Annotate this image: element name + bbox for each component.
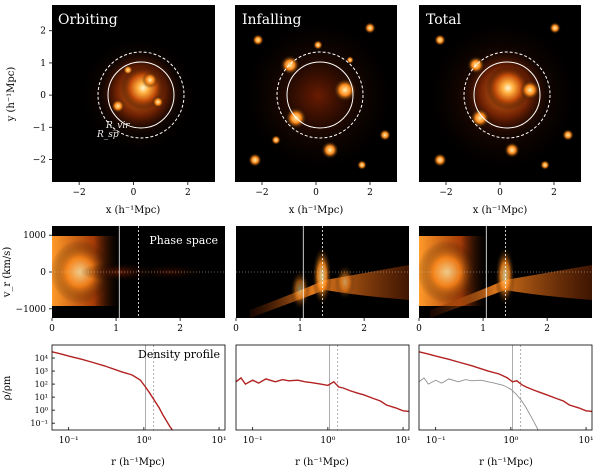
- axis-title-r-infalling: r (h⁻¹Mpc): [295, 457, 349, 468]
- axis-title-r-orbiting: r (h⁻¹Mpc): [111, 457, 165, 468]
- axis-title-x-total: x (h⁻¹Mpc): [473, 205, 528, 216]
- x-tick-label: −2: [255, 188, 268, 198]
- y-tick-label: 10³: [35, 367, 48, 376]
- x-tick-label: 10⁰: [136, 436, 151, 446]
- annotation-rsp: R_sp: [96, 130, 119, 140]
- density-image: [238, 16, 397, 176]
- panel-frame: [418, 344, 593, 431]
- axis-title-y-profile: ρ/ρm: [2, 375, 13, 400]
- y-tick-label: 10⁻¹: [30, 419, 48, 428]
- x-tick-label: 2: [544, 324, 550, 334]
- density-panel-total: Total: [419, 5, 581, 182]
- y-tick-label: 0: [40, 268, 46, 278]
- x-tick-label: 10⁻¹: [243, 436, 263, 446]
- rsp-circle: [97, 51, 185, 139]
- x-tick-label: 10⁰: [503, 436, 518, 446]
- y-tick-label: 10²: [35, 380, 48, 389]
- rvir-circle: [473, 61, 541, 129]
- y-tick-label: −2: [33, 155, 46, 165]
- x-tick-label: 10⁻¹: [426, 436, 446, 446]
- panel-frame: [51, 344, 226, 431]
- rvir-circle: [107, 61, 175, 129]
- x-tick-label: 10¹: [212, 436, 227, 446]
- density-image: [422, 16, 581, 176]
- x-tick-label: 0: [131, 188, 137, 198]
- phase-image: [250, 246, 409, 318]
- x-tick-label: 2: [367, 188, 373, 198]
- x-tick-label: 10⁻¹: [59, 436, 79, 446]
- panel-background: [236, 345, 409, 430]
- profile-lines: [236, 345, 409, 430]
- y-tick-label: −1: [33, 123, 46, 133]
- phase-space-label: Phase space: [149, 234, 218, 247]
- panel-title-infalling: Infalling: [242, 12, 302, 28]
- x-tick-label: 0: [313, 188, 319, 198]
- annotation-rvir: R_vir: [105, 121, 130, 131]
- x-tick-label: 1: [297, 324, 303, 334]
- phase-image: [419, 236, 592, 318]
- profile-panel-total: [419, 345, 592, 430]
- axis-title-x-infalling: x (h⁻¹Mpc): [289, 205, 344, 216]
- panel-title-orbiting: Orbiting: [58, 12, 118, 28]
- density-panel-orbiting: R_vir R_sp Orbiting: [52, 5, 215, 182]
- panel-frame: [235, 344, 410, 431]
- density-profile-label: Density profile: [138, 348, 220, 361]
- y-tick-label: 1: [40, 59, 46, 69]
- x-tick-label: −2: [439, 188, 452, 198]
- x-tick-label: 1: [480, 324, 486, 334]
- rsp-circle: [463, 51, 551, 139]
- rsp-circle: [276, 51, 364, 139]
- x-tick-label: 10¹: [396, 436, 411, 446]
- x-tick-label: 2: [551, 188, 557, 198]
- rvir-circle: [286, 61, 354, 129]
- profile-series-line: [52, 351, 173, 430]
- x-tick-label: 0: [233, 324, 239, 334]
- x-tick-label: 10⁰: [320, 436, 335, 446]
- x-tick-label: 2: [185, 188, 191, 198]
- x-tick-label: 2: [361, 324, 367, 334]
- axis-title-y-density: y (h⁻¹Mpc): [6, 67, 17, 123]
- y-tick-label: 2: [40, 27, 46, 37]
- y-tick-label: 10⁴: [35, 354, 48, 363]
- density-image: [76, 33, 200, 157]
- y-tick-label: 10¹: [35, 393, 48, 402]
- axis-title-y-phase: v_r (km/s): [2, 247, 13, 299]
- axis-title-r-total: r (h⁻¹Mpc): [479, 457, 533, 468]
- profile-series-line: [236, 376, 409, 413]
- x-tick-label: −2: [73, 188, 86, 198]
- axis-title-x-orbiting: x (h⁻¹Mpc): [106, 205, 161, 216]
- y-tick-label: 1000: [23, 231, 46, 241]
- density-panel-infalling: Infalling: [235, 5, 397, 182]
- profile-series-line: [419, 377, 539, 430]
- profile-series-line: [419, 351, 592, 413]
- x-tick-label: 2: [177, 324, 183, 334]
- panel-title-total: Total: [426, 12, 462, 28]
- x-tick-label: 0: [49, 324, 55, 334]
- x-tick-label: 0: [497, 188, 503, 198]
- profile-panel-orbiting: Density profile: [52, 345, 225, 430]
- profile-lines: [419, 345, 592, 430]
- y-tick-label: 10⁰: [35, 406, 48, 415]
- profile-lines: [52, 345, 173, 430]
- y-tick-label: −1000: [16, 305, 47, 315]
- x-tick-label: 10¹: [579, 436, 594, 446]
- profile-panel-infalling: [236, 345, 409, 430]
- x-tick-label: 0: [416, 324, 422, 334]
- y-tick-label: 0: [40, 91, 46, 101]
- x-tick-label: 1: [113, 324, 119, 334]
